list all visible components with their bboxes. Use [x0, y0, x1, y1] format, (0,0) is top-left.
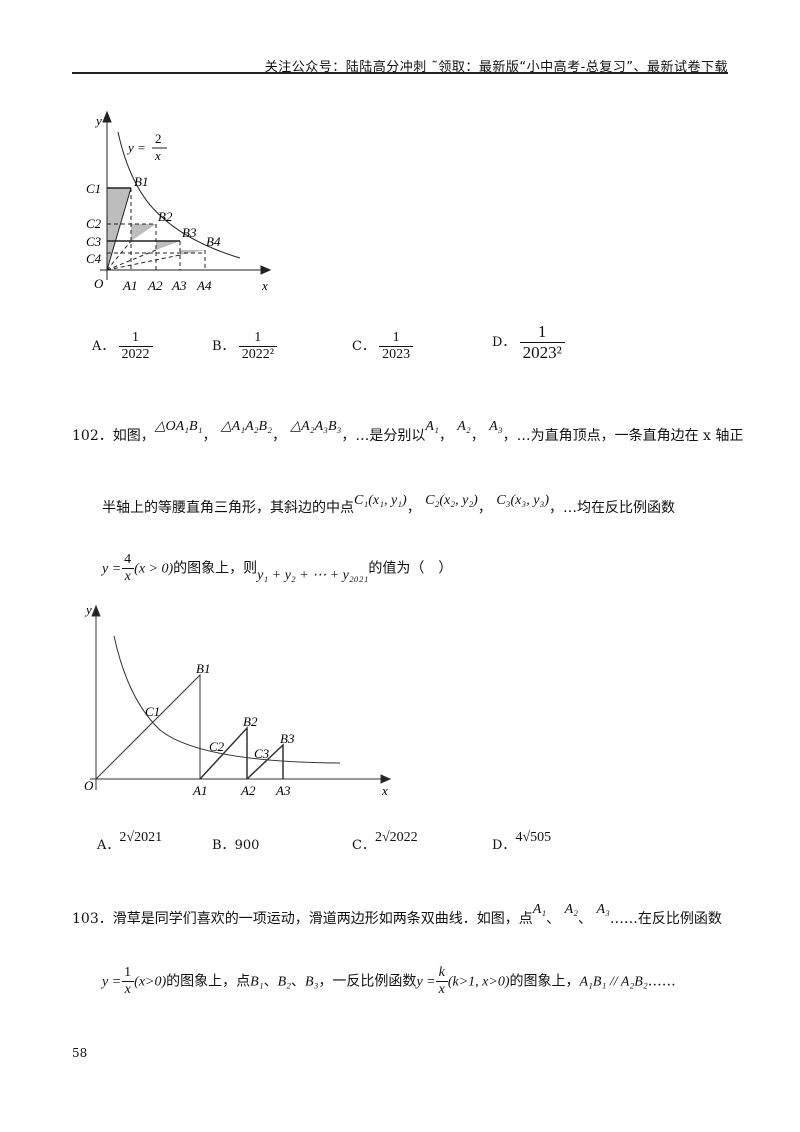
x-axis-arrow [260, 265, 272, 275]
fig1-B2: B2 [158, 209, 173, 224]
fig2-B1: B1 [196, 661, 210, 676]
shaded-triangle-3 [156, 241, 180, 250]
fig1-x-label: x [261, 278, 268, 293]
q101-option-c[interactable]: C． 1 2023 [352, 330, 414, 363]
fig1-C3: C3 [86, 234, 102, 249]
fig1-C4: C4 [86, 251, 102, 266]
x-axis-arrow-2 [380, 774, 392, 784]
fig1-C1: C1 [86, 181, 101, 196]
q102-option-d[interactable]: D．4√505 [492, 830, 552, 853]
q103-line2: y = 1 x (x>0)的图象上，点B₁、B₂、B₃，一反比例函数y = k x (k>1… [102, 965, 676, 997]
fig2-B2: B2 [243, 714, 258, 729]
fig1-B3: B3 [182, 225, 197, 240]
fig2-C2: C2 [209, 739, 225, 754]
figure-1-shapes [100, 110, 272, 280]
fig2-A1: A1 [192, 783, 207, 798]
shaded-triangle-2 [131, 224, 156, 241]
q101-option-a[interactable]: A． 1 2022 [92, 330, 153, 363]
q103-line1: 103．滑草是同学们喜欢的一项运动，滑道两边形如两条双曲线．如图，点A₁、 A₂… [72, 902, 722, 927]
fig1-curve-label: y = [126, 140, 146, 155]
option-fraction: 1 2022² [238, 330, 277, 363]
fig2-A3: A3 [275, 783, 291, 798]
fig1-curve-num: 2 [155, 131, 162, 146]
fig1-A1: A1 [122, 278, 137, 293]
option-fraction: 1 2023² [519, 322, 565, 363]
option-fraction: 1 2022 [118, 330, 153, 363]
page-number: 58 [72, 1046, 88, 1060]
fig2-y-label: y [84, 602, 92, 617]
header-rule [72, 72, 728, 74]
fig1-B1: B1 [134, 174, 148, 189]
fig2-B3: B3 [280, 731, 295, 746]
fig1-A4: A4 [196, 278, 212, 293]
fig1-A3: A3 [171, 278, 187, 293]
fig1-B4: B4 [206, 234, 221, 249]
fig2-x-label: x [381, 783, 388, 798]
fig2-C3: C3 [254, 746, 270, 761]
q102-option-a[interactable]: A．2√2021 [97, 830, 163, 853]
fig2-origin: O [84, 778, 94, 793]
fig1-origin: O [94, 276, 104, 291]
fig2-C1: C1 [145, 704, 160, 719]
y-axis-arrow [102, 110, 112, 123]
curve-2-over-x [117, 131, 241, 259]
fig1-y-label: y [94, 113, 102, 128]
fig1-A2: A2 [147, 278, 163, 293]
fig2-A2: A2 [240, 783, 256, 798]
y-axis-arrow-2 [91, 604, 101, 617]
fig1-curve-den: x [154, 148, 161, 163]
q102-option-b[interactable]: B．900 [212, 838, 260, 853]
q102-line1: 102．如图，△OA₁B₁， △A₁A₂B₂， △A₂A₃B₃，…是分别以A₁，… [72, 419, 744, 444]
q102-option-c[interactable]: C．2√2022 [352, 830, 418, 853]
q101-option-b[interactable]: B． 1 2022² [212, 330, 277, 363]
curve-4-over-x [113, 635, 341, 764]
q102-line2: 半轴上的等腰直角三角形，其斜边的中点C₁(x₁, y₁)， C₂(x₂, y₂)… [102, 493, 676, 516]
q102-line3: y = 4 x (x > 0)的图象上，则y₁ + y₂ + ⋯ + y₂₀₂₁的值为… [102, 552, 453, 584]
option-fraction: 1 2023 [379, 330, 414, 363]
page-header: 关注公众号：陆陆高分冲刺 ˜领取：最新版“小中高考-总复习”、最新试卷下载 [264, 60, 728, 75]
fig1-C2: C2 [86, 216, 102, 231]
figure-2-shapes [90, 604, 392, 790]
q101-option-d[interactable]: D． 1 2023² [492, 322, 565, 363]
